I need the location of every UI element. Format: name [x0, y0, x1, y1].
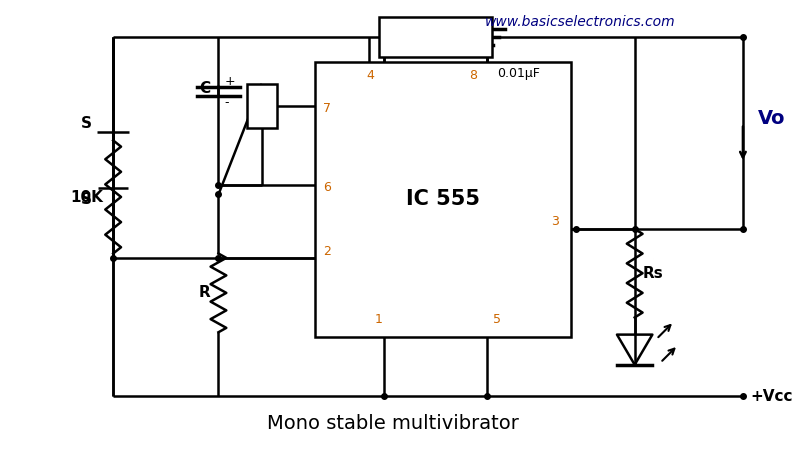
- Text: 10K: 10K: [70, 190, 103, 205]
- Text: 4: 4: [366, 69, 374, 82]
- Text: 8: 8: [469, 69, 477, 82]
- Text: +Vcc: +Vcc: [751, 389, 793, 404]
- Text: 6: 6: [323, 180, 331, 194]
- Text: S: S: [81, 192, 92, 207]
- Text: S: S: [81, 116, 92, 131]
- Text: R: R: [199, 286, 211, 300]
- Text: 1: 1: [375, 313, 383, 326]
- Bar: [379, 18, 492, 57]
- Bar: [247, 84, 276, 128]
- Text: +: +: [225, 75, 235, 88]
- Text: C: C: [200, 81, 211, 96]
- Text: 2: 2: [323, 245, 331, 258]
- Text: 7: 7: [323, 102, 331, 115]
- Text: www.basicselectronics.com: www.basicselectronics.com: [485, 15, 676, 29]
- Text: 3: 3: [551, 215, 559, 228]
- Text: IC 555: IC 555: [406, 189, 480, 209]
- Text: -: -: [225, 97, 229, 110]
- Text: 5: 5: [493, 313, 501, 326]
- Text: Mono stable multivibrator: Mono stable multivibrator: [267, 414, 519, 433]
- Text: Rs: Rs: [642, 266, 663, 281]
- Bar: [315, 62, 570, 337]
- Text: Vo: Vo: [757, 109, 785, 128]
- Text: 0.01μF: 0.01μF: [497, 67, 540, 80]
